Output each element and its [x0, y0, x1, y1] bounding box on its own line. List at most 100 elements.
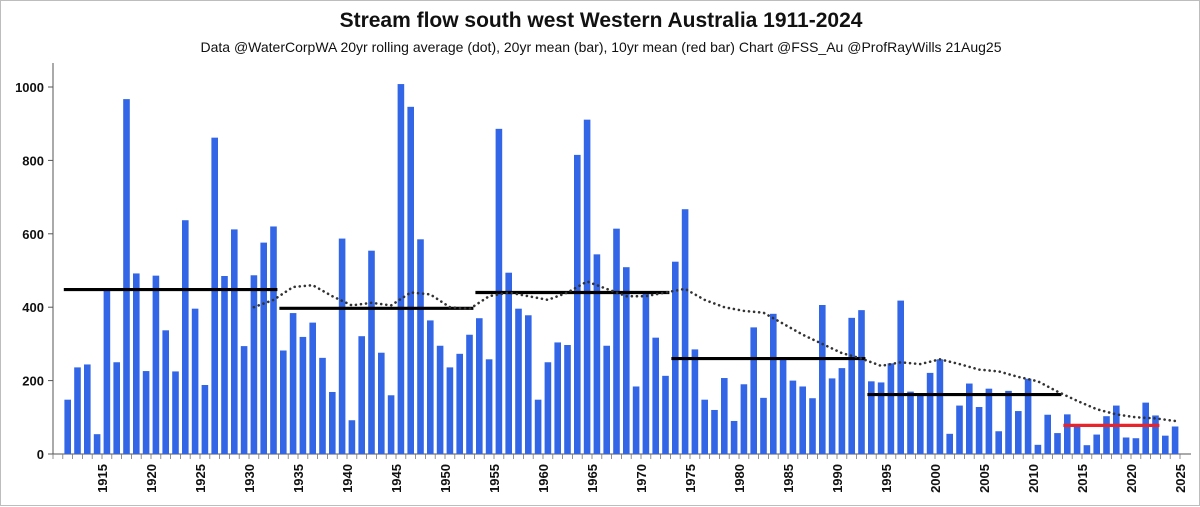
bar-1960 [544, 362, 552, 454]
bar-2012 [1054, 433, 1061, 454]
y-tick-label: 200 [22, 374, 44, 389]
bar-1978 [721, 378, 728, 454]
x-tick-label: 2000 [928, 464, 943, 493]
bar-1946 [407, 106, 414, 454]
chart-subtitle: Data @WaterCorpWA 20yr rolling average (… [200, 39, 1002, 55]
bar-1971 [652, 337, 659, 454]
x-tick-label: 1930 [242, 464, 257, 493]
bar-2004 [975, 407, 983, 454]
bar-2001 [946, 433, 953, 454]
bar-1969 [632, 386, 640, 454]
y-tick-label: 600 [22, 227, 44, 242]
bar-1937 [319, 357, 326, 454]
x-tick-label: 1940 [340, 464, 355, 493]
bar-2020 [1132, 438, 1140, 454]
bar-1989 [828, 378, 836, 454]
rolling-average-line [252, 280, 1177, 423]
bar-1986 [799, 386, 806, 454]
x-tick-label: 2020 [1124, 464, 1139, 493]
bar-1929 [240, 346, 248, 454]
bar-1957 [515, 308, 522, 454]
bar-1914 [93, 434, 101, 454]
bar-1995 [887, 363, 895, 454]
bar-1965 [593, 254, 601, 454]
bar-1980 [740, 384, 748, 454]
bar-1992 [858, 310, 865, 454]
bar-2016 [1093, 434, 1100, 454]
bar-1956 [505, 272, 512, 454]
x-tick-label: 1920 [144, 464, 159, 493]
bar-1953 [476, 318, 483, 454]
bar-2002 [956, 405, 963, 454]
bar-1938 [329, 391, 336, 454]
bar-1979 [730, 420, 738, 454]
bar-1961 [554, 342, 561, 454]
bar-2015 [1083, 445, 1091, 454]
y-tick-label: 0 [37, 447, 44, 462]
x-tick-label: 1955 [487, 464, 502, 493]
bar-2014 [1073, 424, 1081, 454]
x-tick-label: 1965 [585, 464, 600, 493]
x-tick-label: 1970 [634, 464, 649, 493]
x-tick-label: 1960 [536, 464, 551, 493]
x-tick-label: 2005 [977, 464, 992, 493]
bar-1991 [848, 317, 855, 454]
bars-layer [64, 84, 1179, 455]
x-axis: 1915 1920 1925 1930 1935 1940 1945 1950 1955 1960… [52, 453, 1191, 493]
x-tick-label: 1935 [291, 464, 306, 493]
bar-1943 [378, 352, 385, 454]
chart-title: Stream flow south west Western Australia… [339, 9, 863, 32]
bar-1923 [182, 220, 189, 454]
bar-2011 [1044, 414, 1051, 454]
bar-1925 [201, 385, 209, 454]
x-tick-label: 1975 [683, 464, 698, 493]
bar-1927 [221, 276, 228, 454]
x-tick-label: 1915 [95, 464, 110, 493]
bar-1954 [485, 359, 493, 454]
bar-2010 [1034, 444, 1042, 454]
bar-2006 [995, 431, 1002, 454]
bar-1919 [142, 371, 150, 454]
y-tick-label: 400 [22, 300, 44, 315]
bar-1917 [123, 99, 130, 455]
bar-1932 [270, 226, 277, 454]
y-tick-label: 800 [22, 153, 44, 168]
x-tick-label: 1950 [438, 464, 453, 493]
bar-1990 [838, 368, 846, 454]
bar-1948 [427, 320, 434, 454]
bar-1981 [750, 327, 757, 454]
bar-2019 [1122, 437, 1130, 454]
bar-2013 [1064, 414, 1071, 454]
bar-1950 [446, 367, 454, 454]
bar-1926 [211, 137, 218, 454]
bar-1936 [309, 322, 316, 454]
x-tick-label: 1925 [193, 464, 208, 493]
bar-1982 [760, 397, 767, 454]
bar-1959 [534, 399, 542, 454]
bar-2017 [1103, 416, 1110, 454]
bar-1972 [662, 375, 669, 454]
bar-2000 [936, 359, 944, 454]
bar-1921 [162, 330, 169, 454]
bar-1964 [583, 119, 591, 454]
x-tick-label: 1945 [389, 464, 404, 493]
bar-1933 [280, 350, 287, 454]
x-tick-label: 2015 [1075, 464, 1090, 493]
x-tick-label: 1980 [732, 464, 747, 493]
bar-1915 [103, 289, 111, 454]
bar-1976 [701, 399, 708, 454]
bar-2007 [1005, 390, 1012, 454]
bar-1977 [711, 409, 718, 454]
rolling-average-layer [252, 280, 1177, 423]
bar-1928 [231, 229, 238, 454]
bar-1968 [623, 267, 630, 454]
x-tick-label: 1985 [781, 464, 796, 493]
bar-1963 [574, 154, 581, 454]
bar-1941 [358, 336, 365, 454]
bar-1974 [681, 209, 689, 454]
bar-1984 [779, 357, 787, 454]
bar-1970 [642, 293, 650, 454]
bar-1962 [564, 345, 571, 454]
x-tick-label: 2025 [1173, 464, 1188, 493]
